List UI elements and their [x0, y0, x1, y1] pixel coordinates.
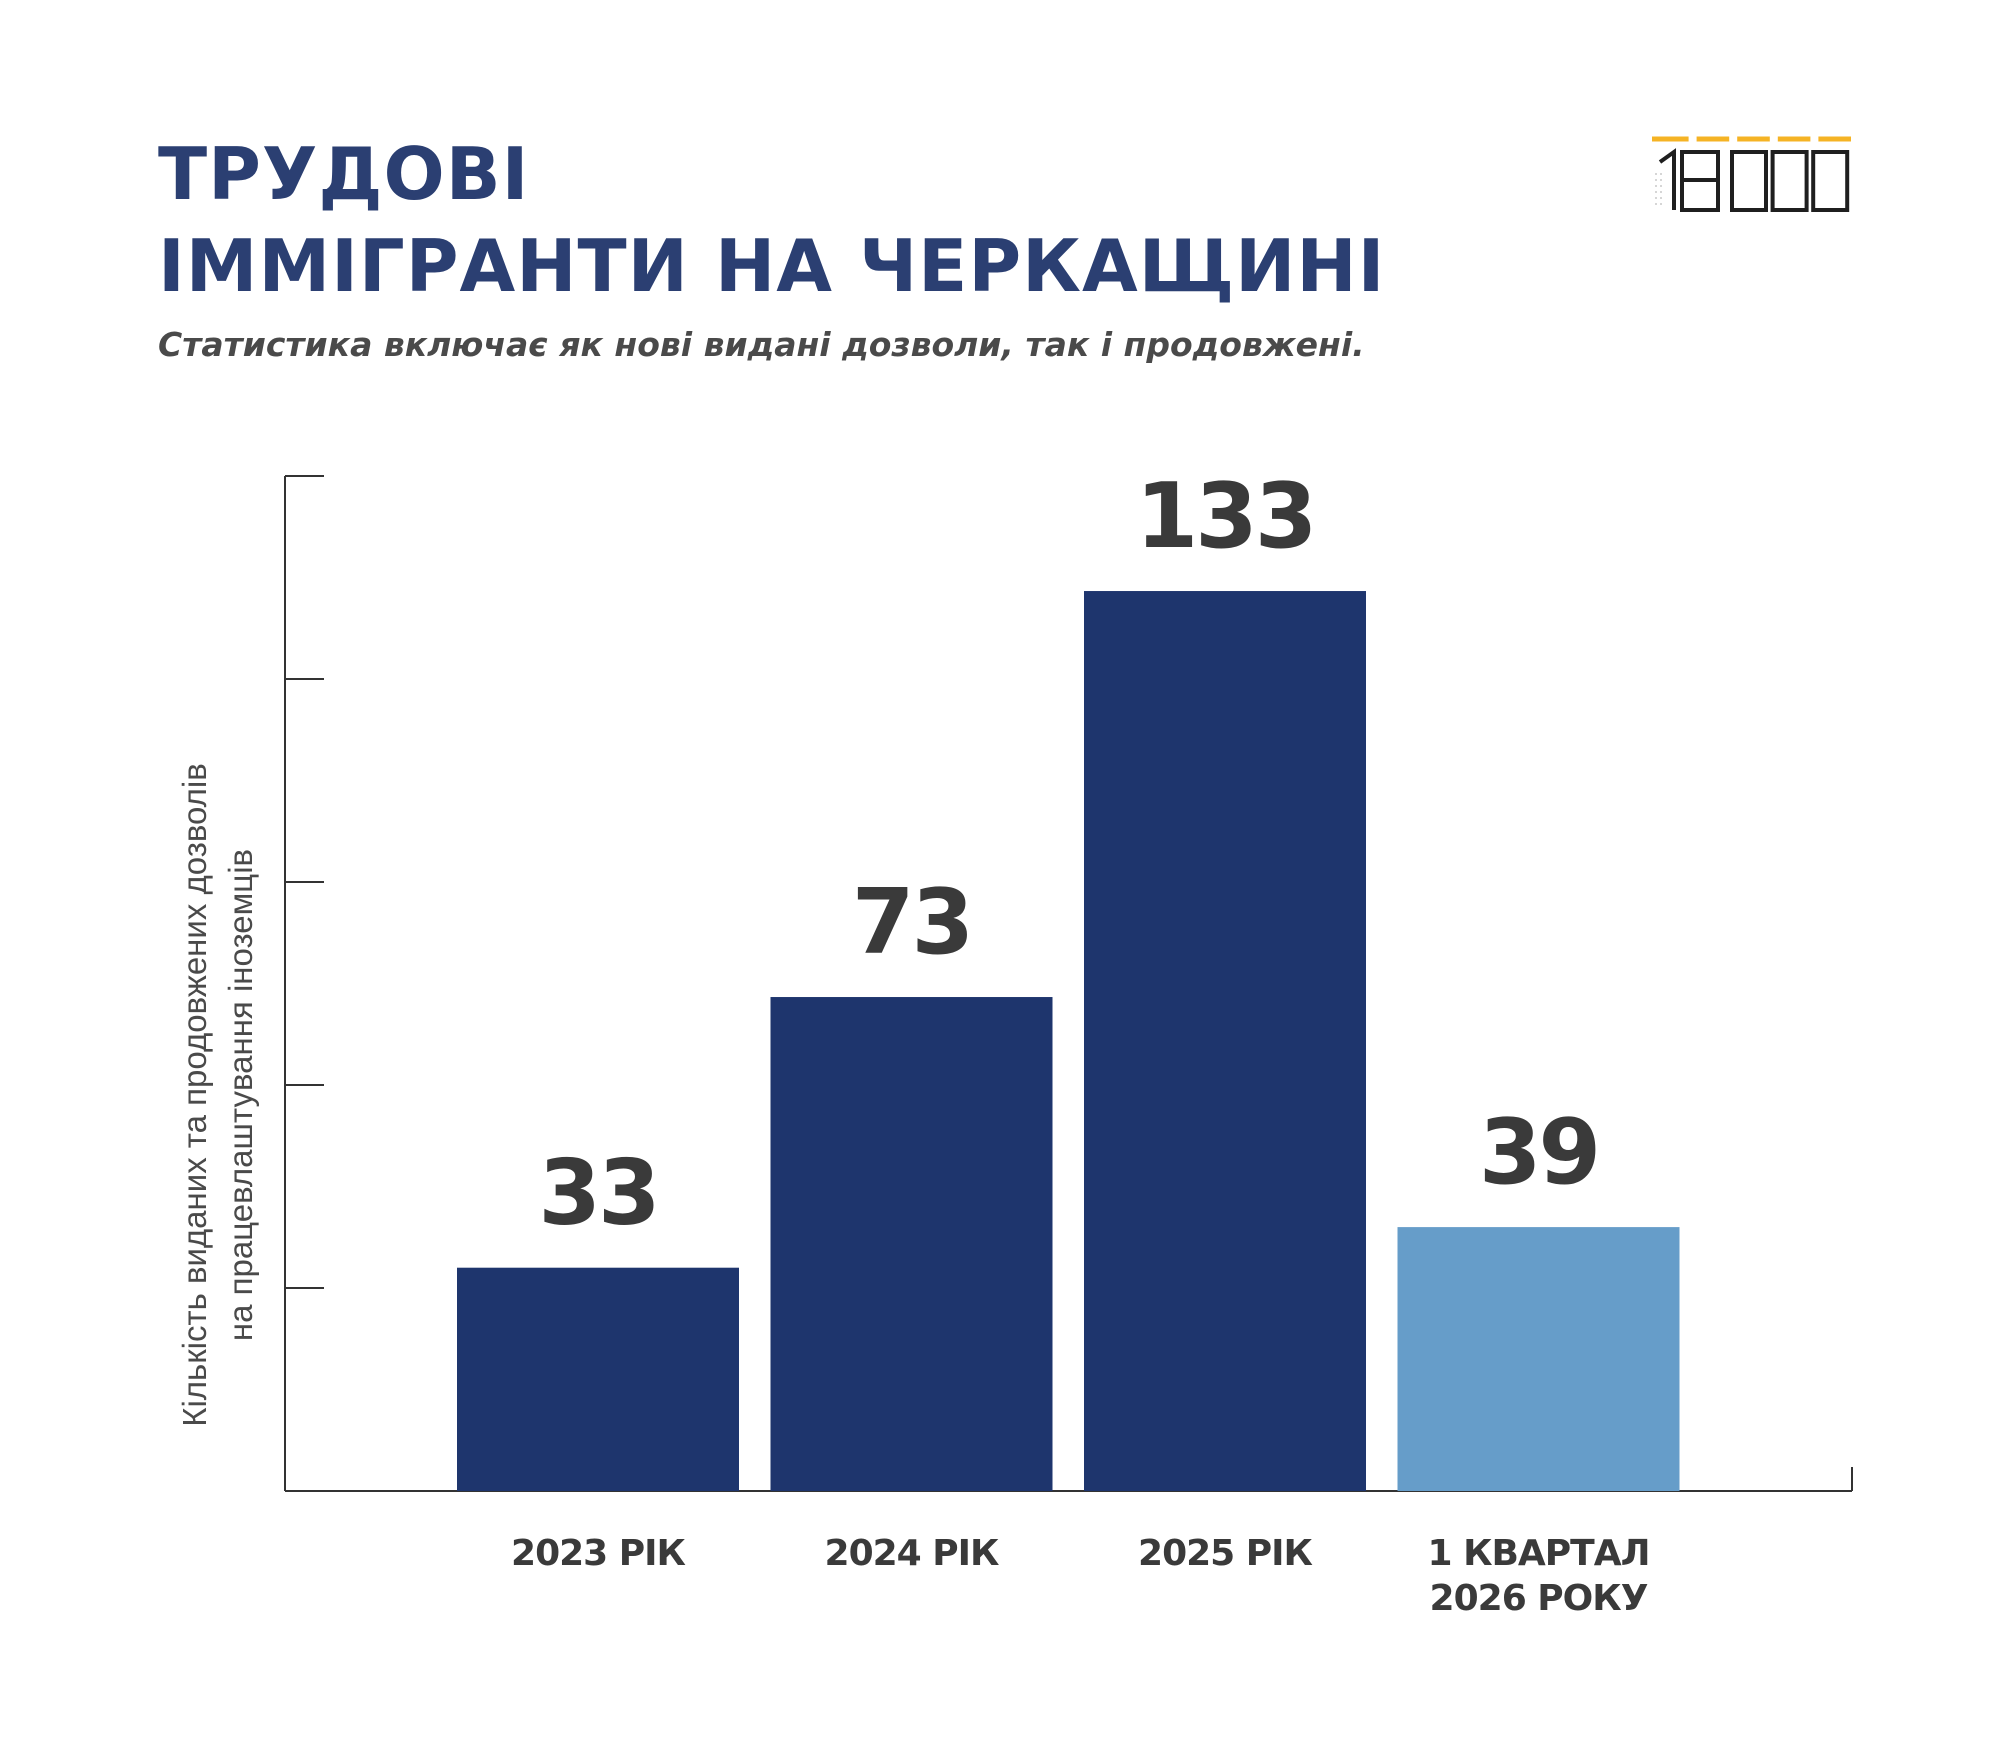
x-tick-label-4-line-2: 2026 РОКУ [1430, 1578, 1648, 1619]
data-label-3: 133 [1136, 464, 1315, 569]
bar-1 [457, 1267, 739, 1491]
bar-3 [1084, 591, 1366, 1491]
data-label-2: 73 [852, 870, 971, 975]
x-tick-label-3: 2025 РІК [1138, 1533, 1313, 1574]
y-axis-label-line-1: Кількість виданих та продовжених дозволі… [176, 763, 213, 1427]
title-line-2: ІММІГРАНТИ НА ЧЕРКАЩИНІ [158, 224, 1386, 308]
logo-digit-0 [1730, 150, 1768, 212]
x-tick-label-4-line-1: 1 КВАРТАЛ [1427, 1533, 1649, 1574]
bar-2 [770, 997, 1053, 1491]
logo-digit-1 [1658, 148, 1676, 210]
title-line-1: ТРУДОВІ [158, 132, 530, 216]
x-tick-label-1: 2023 РІК [511, 1533, 686, 1574]
logo-digit-0 [1770, 150, 1809, 212]
x-tick-label-2: 2024 РІК [825, 1533, 1000, 1574]
logo-digit-0 [1811, 150, 1850, 212]
y-axis-label: Кількість виданих та продовжених дозволі… [172, 763, 264, 1427]
y-axis-label-line-2: на працевлаштування іноземців [222, 848, 259, 1342]
logo-digit-8 [1680, 150, 1720, 212]
bar-4 [1397, 1227, 1680, 1491]
data-label-4: 39 [1479, 1100, 1598, 1205]
page-title: ТРУДОВІ ІММІГРАНТИ НА ЧЕРКАЩИНІ [158, 128, 1385, 312]
data-label-1: 33 [538, 1141, 657, 1246]
logo-18000: 18000 [1652, 136, 1851, 212]
subtitle: Статистика включає як нові видані дозвол… [158, 325, 1365, 364]
